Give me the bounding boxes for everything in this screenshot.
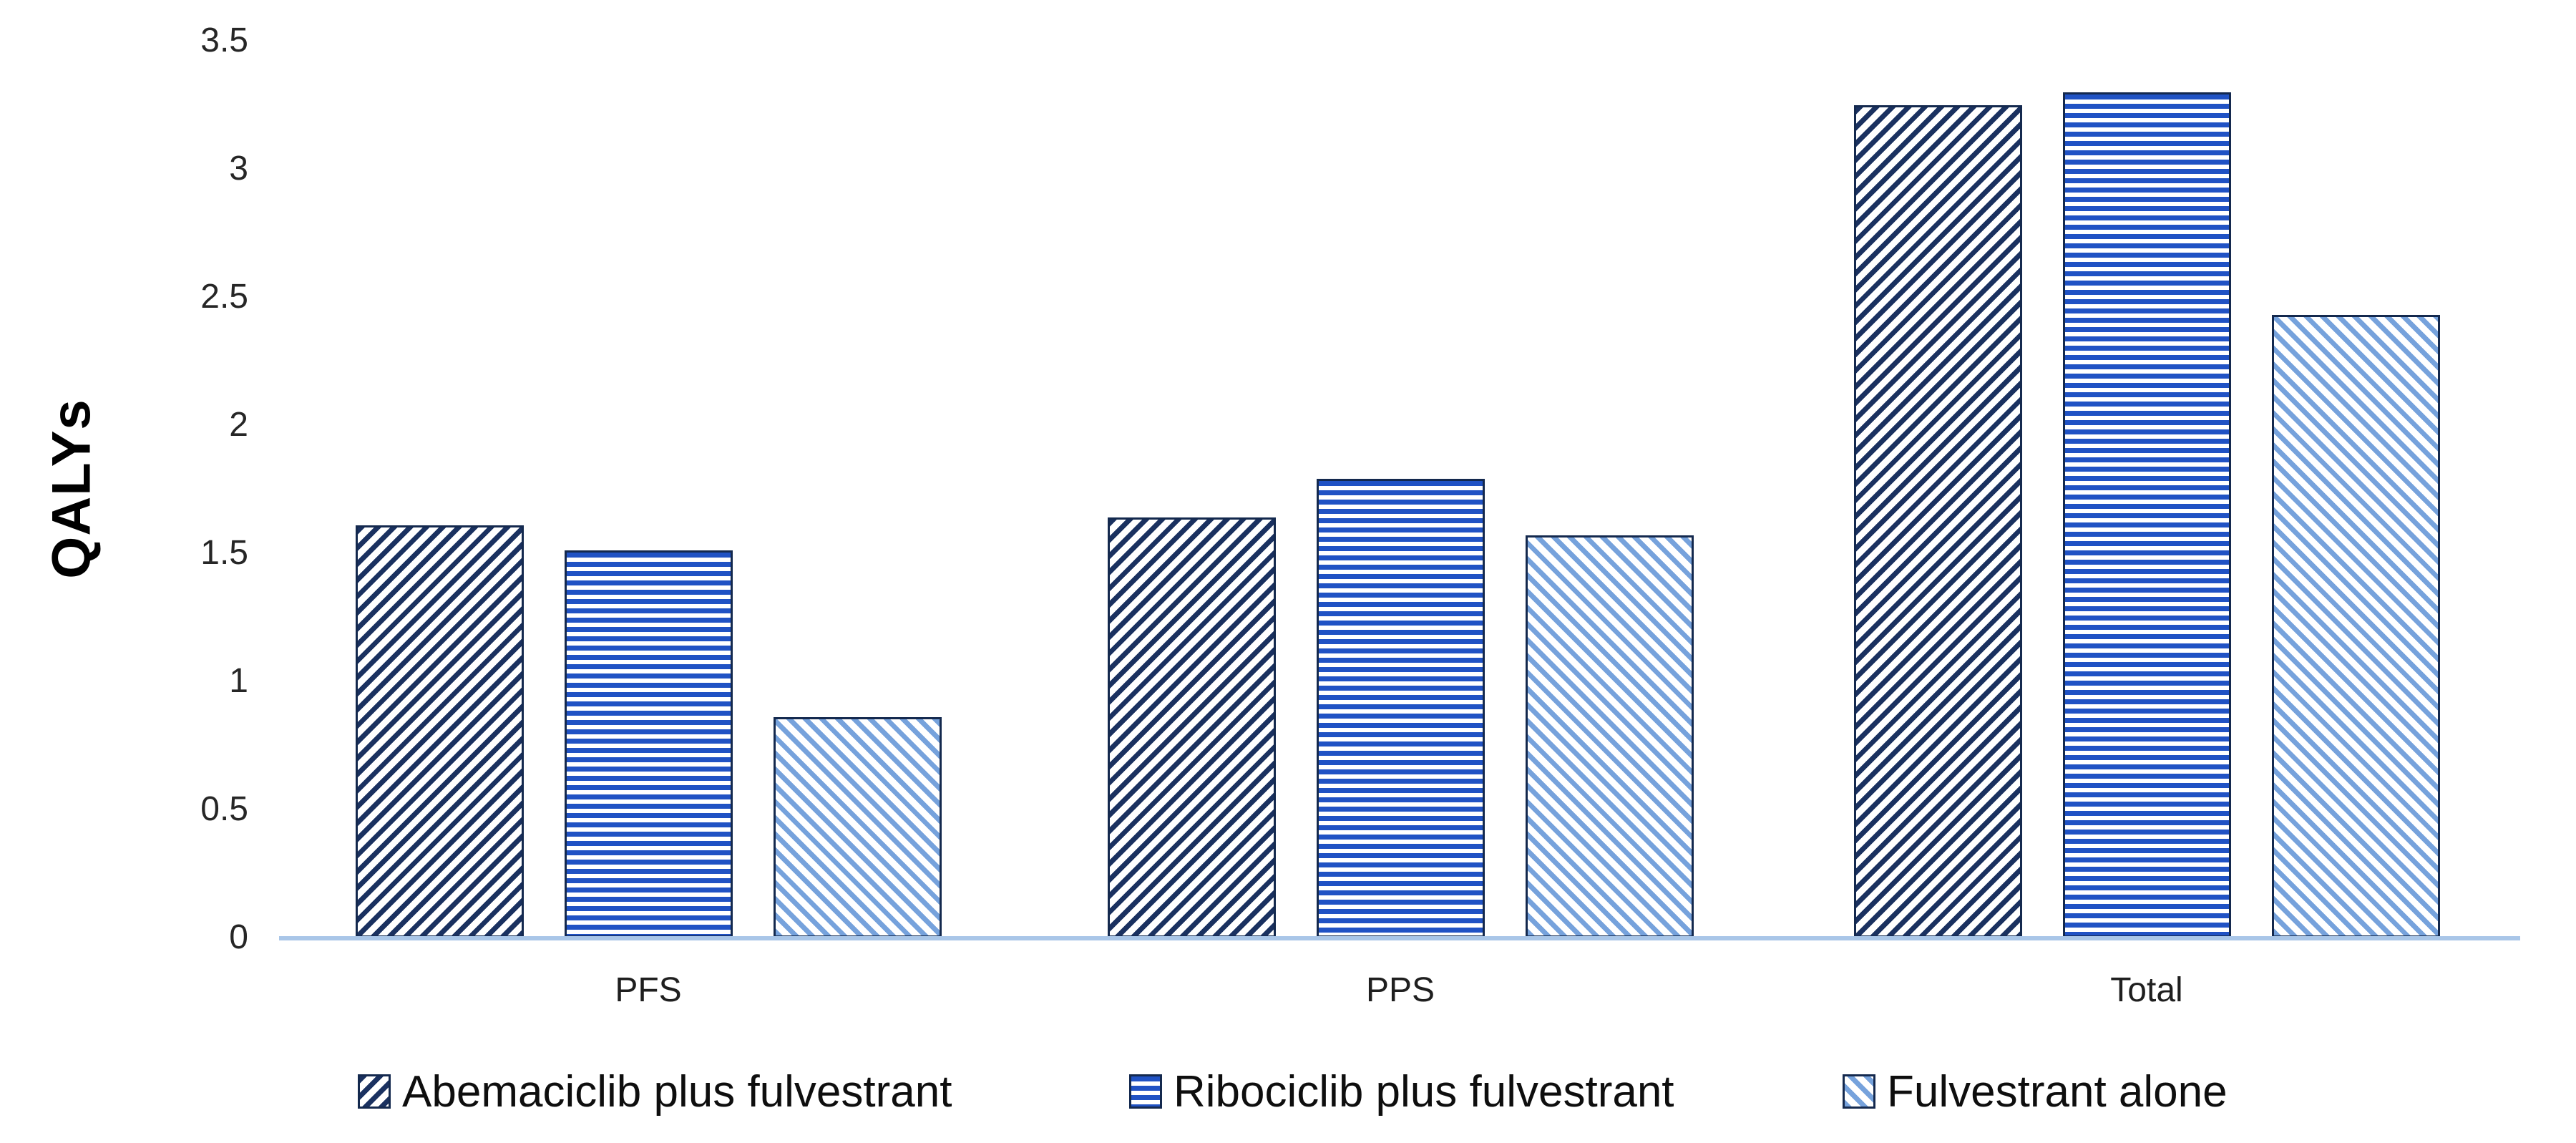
bar-pfs-fulvestrant-alone: [773, 717, 942, 938]
y-tick-label-0: 0: [229, 918, 248, 956]
x-category-label-pfs: PFS: [615, 971, 682, 1009]
y-tick-label-3.5: 3.5: [200, 21, 248, 59]
legend-swatch-horizontal-lines-icon: [1129, 1074, 1162, 1109]
y-tick-label-3: 3: [229, 150, 248, 188]
legend-item-fulvestrant-alone: Fulvestrant alone: [1843, 1065, 2228, 1118]
y-tick-label-1: 1: [229, 662, 248, 700]
bar-pps-abemaciclib-plus-fulvestrant: [1107, 517, 1276, 938]
bar-pps-fulvestrant-alone: [1525, 535, 1694, 938]
bar-pfs-ribociclib-plus-fulvestrant: [564, 550, 733, 938]
bar-pps-ribociclib-plus-fulvestrant: [1316, 479, 1485, 938]
x-category-label-pps: PPS: [1365, 971, 1435, 1009]
legend-label: Fulvestrant alone: [1887, 1066, 2228, 1117]
legend-item-ribociclib-plus-fulvestrant: Ribociclib plus fulvestrant: [1129, 1065, 1674, 1118]
legend-item-abemaciclib-plus-fulvestrant: Abemaciclib plus fulvestrant: [358, 1065, 952, 1118]
y-tick-label-1.5: 1.5: [200, 534, 248, 572]
x-category-label-total: Total: [2110, 971, 2183, 1009]
bar-pfs-abemaciclib-plus-fulvestrant: [355, 525, 524, 938]
y-tick-label-2.5: 2.5: [200, 278, 248, 316]
bar-total-ribociclib-plus-fulvestrant: [2062, 92, 2231, 938]
y-tick-label-0.5: 0.5: [200, 790, 248, 828]
x-axis-baseline: [279, 936, 2520, 940]
legend-swatch-diagonal-rising-hatch-icon: [358, 1074, 391, 1109]
bar-total-abemaciclib-plus-fulvestrant: [1853, 104, 2022, 938]
y-tick-label-2: 2: [229, 406, 248, 444]
legend-swatch-diagonal-falling-hatch-icon: [1843, 1074, 1875, 1109]
bar-total-fulvestrant-alone: [2271, 315, 2440, 938]
legend-label: Abemaciclib plus fulvestrant: [402, 1066, 952, 1117]
legend-label: Ribociclib plus fulvestrant: [1174, 1066, 1674, 1117]
